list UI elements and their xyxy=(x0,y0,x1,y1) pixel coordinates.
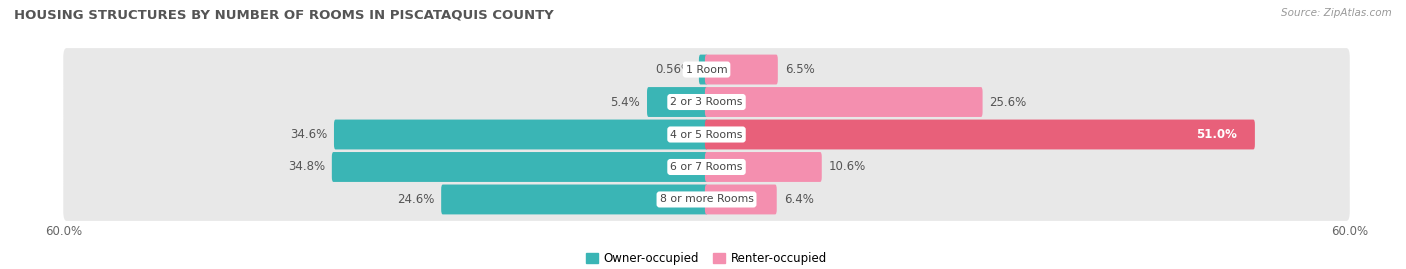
FancyBboxPatch shape xyxy=(63,178,1350,221)
Text: 1 Room: 1 Room xyxy=(686,65,727,75)
Text: 6 or 7 Rooms: 6 or 7 Rooms xyxy=(671,162,742,172)
FancyBboxPatch shape xyxy=(704,87,983,117)
FancyBboxPatch shape xyxy=(63,81,1350,123)
Text: 4 or 5 Rooms: 4 or 5 Rooms xyxy=(671,129,742,140)
Text: 8 or more Rooms: 8 or more Rooms xyxy=(659,194,754,204)
Text: 6.4%: 6.4% xyxy=(783,193,814,206)
FancyBboxPatch shape xyxy=(335,119,709,150)
Text: 34.6%: 34.6% xyxy=(290,128,328,141)
FancyBboxPatch shape xyxy=(699,55,709,84)
Text: 24.6%: 24.6% xyxy=(396,193,434,206)
FancyBboxPatch shape xyxy=(704,55,778,84)
Text: 25.6%: 25.6% xyxy=(990,95,1026,108)
Text: 51.0%: 51.0% xyxy=(1197,128,1237,141)
FancyBboxPatch shape xyxy=(63,48,1350,91)
Text: 0.56%: 0.56% xyxy=(655,63,692,76)
FancyBboxPatch shape xyxy=(704,119,1256,150)
Text: 6.5%: 6.5% xyxy=(785,63,814,76)
FancyBboxPatch shape xyxy=(332,152,709,182)
FancyBboxPatch shape xyxy=(63,113,1350,156)
Text: 5.4%: 5.4% xyxy=(610,95,640,108)
Text: 10.6%: 10.6% xyxy=(828,161,866,174)
Text: 2 or 3 Rooms: 2 or 3 Rooms xyxy=(671,97,742,107)
FancyBboxPatch shape xyxy=(441,185,709,214)
FancyBboxPatch shape xyxy=(647,87,709,117)
Text: Source: ZipAtlas.com: Source: ZipAtlas.com xyxy=(1281,8,1392,18)
FancyBboxPatch shape xyxy=(63,146,1350,188)
Legend: Owner-occupied, Renter-occupied: Owner-occupied, Renter-occupied xyxy=(581,247,832,269)
Text: 34.8%: 34.8% xyxy=(288,161,325,174)
Text: HOUSING STRUCTURES BY NUMBER OF ROOMS IN PISCATAQUIS COUNTY: HOUSING STRUCTURES BY NUMBER OF ROOMS IN… xyxy=(14,8,554,21)
FancyBboxPatch shape xyxy=(704,185,776,214)
FancyBboxPatch shape xyxy=(704,152,821,182)
